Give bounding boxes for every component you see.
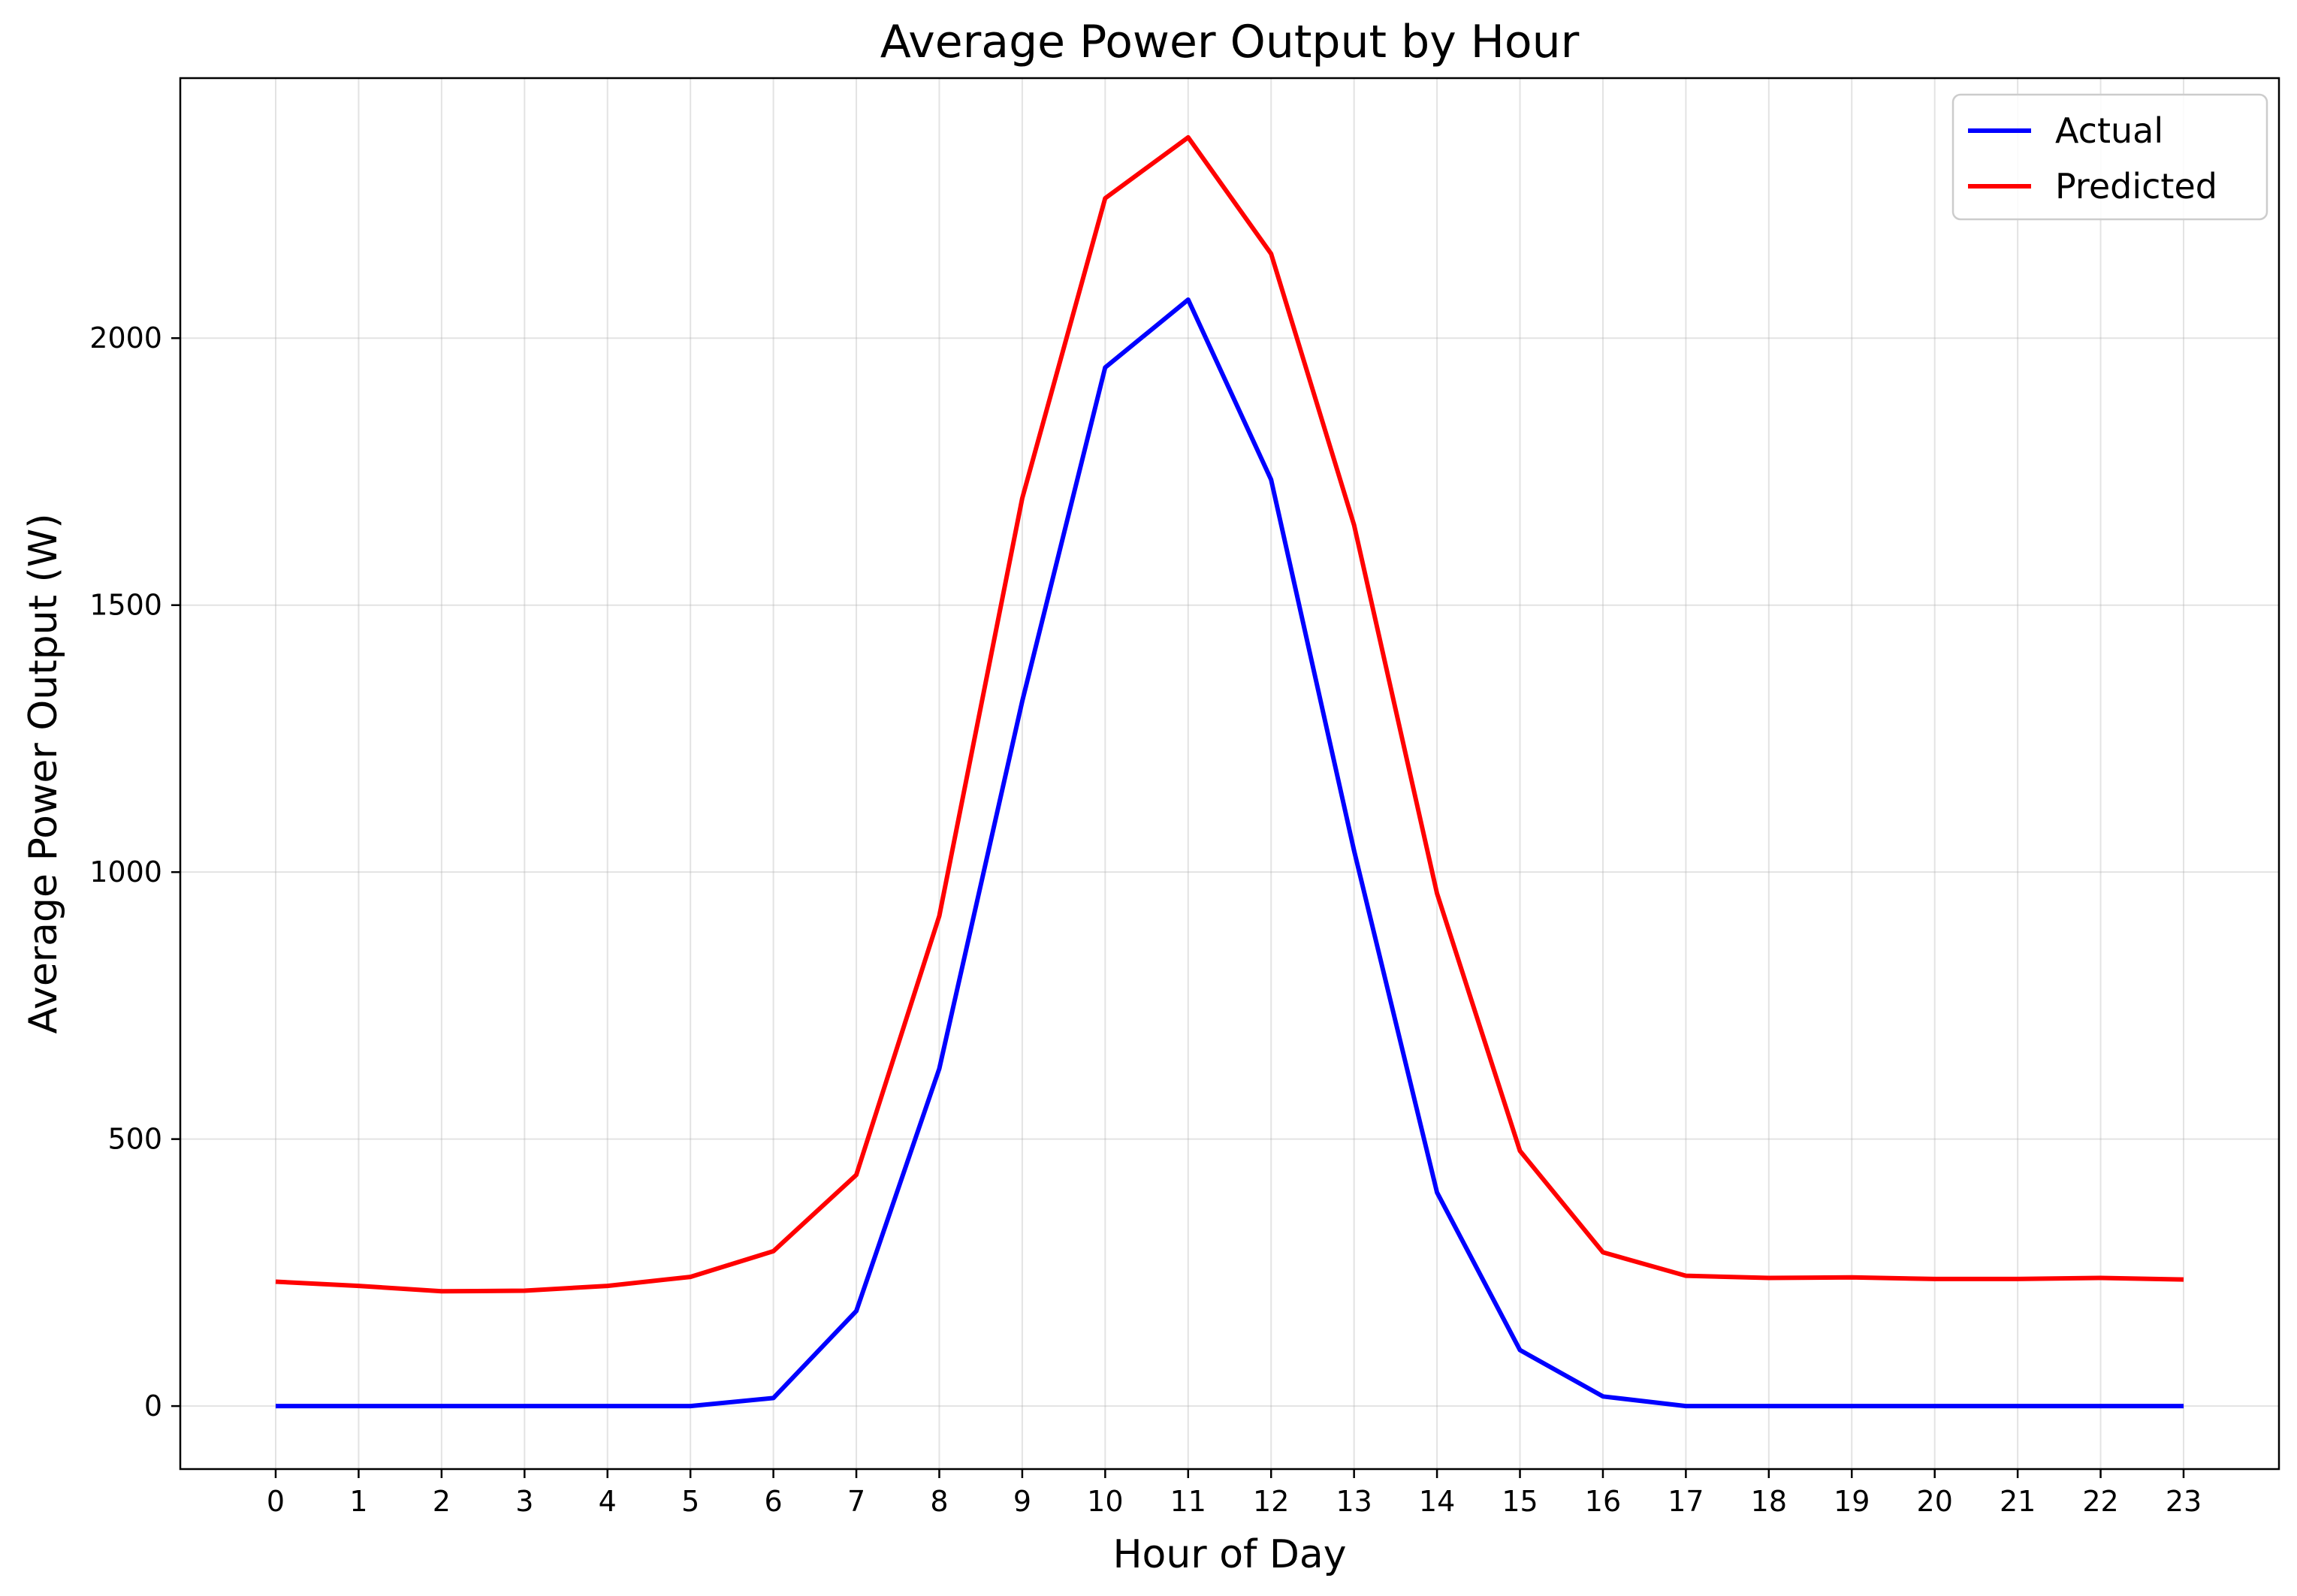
x-tick-label: 12 [1253,1485,1289,1518]
x-tick-label: 22 [2082,1485,2118,1518]
legend-label-actual: Actual [2055,110,2163,151]
x-tick-label: 20 [1917,1485,1953,1518]
grid [180,78,2279,1469]
x-tick-label: 4 [599,1485,617,1518]
x-tick-label: 18 [1751,1485,1787,1518]
x-axis-label: Hour of Day [1112,1532,1346,1577]
x-tick-label: 13 [1336,1485,1372,1518]
x-tick-label: 0 [267,1485,285,1518]
x-tick-label: 5 [681,1485,699,1518]
y-tick-label: 1000 [89,855,162,889]
y-tick-label: 500 [107,1123,162,1156]
x-tick-label: 3 [515,1485,533,1518]
x-tick-label: 14 [1419,1485,1455,1518]
series-line-predicted [275,134,2184,1294]
legend: Actual Predicted [1951,93,2268,221]
chart-title: Average Power Output by Hour [880,16,1580,68]
series-line-actual [276,297,2184,1409]
x-tick-label: 15 [1502,1485,1538,1518]
x-tick-label: 21 [2000,1485,2036,1518]
x-tick-label: 7 [847,1485,865,1518]
x-axis: 0 1 2 3 4 5 6 7 8 9 10 11 12 13 14 15 16 17 18 19 20 21 22 23 [267,1469,2202,1518]
x-tick-label: 2 [433,1485,451,1518]
legend-label-predicted: Predicted [2055,166,2217,207]
x-tick-label: 1 [349,1485,367,1518]
x-tick-label: 6 [765,1485,783,1518]
y-tick-label: 1500 [89,589,162,622]
y-tick-label: 0 [144,1389,162,1423]
x-tick-label: 23 [2166,1485,2202,1518]
x-tick-label: 11 [1170,1485,1206,1518]
y-axis-label: Average Power Output (W) [21,514,66,1034]
plot-frame [179,77,2280,1471]
x-tick-label: 8 [930,1485,948,1518]
x-tick-label: 10 [1087,1485,1123,1518]
y-axis: 0 500 1000 1500 2000 [89,321,180,1423]
legend-box [1951,93,2268,221]
x-tick-label: 19 [1834,1485,1870,1518]
x-tick-label: 16 [1585,1485,1621,1518]
y-tick-label: 2000 [89,321,162,354]
x-tick-label: 17 [1668,1485,1704,1518]
x-tick-label: 9 [1013,1485,1031,1518]
series-lines [275,134,2184,1409]
